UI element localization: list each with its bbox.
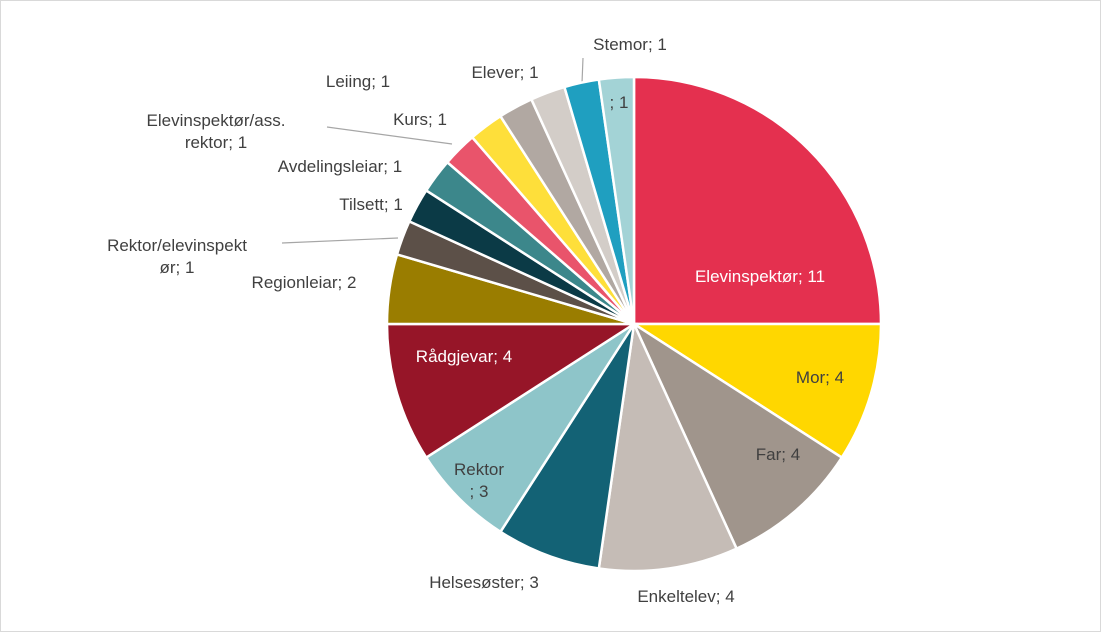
leader-line <box>581 57 584 84</box>
data-label: Rektor/elevinspekt ør; 1 <box>107 236 247 277</box>
data-label: Elever; 1 <box>471 63 539 82</box>
pie-slice <box>632 75 883 326</box>
data-label: Rådgjevar; 4 <box>415 347 513 366</box>
data-label: Kurs; 1 <box>393 110 447 129</box>
pie-slice <box>498 323 636 570</box>
data-label: ; 1 <box>609 93 629 112</box>
data-label: Regionleiar; 2 <box>251 273 357 292</box>
pie-slice <box>597 75 636 325</box>
leader-line <box>281 237 399 244</box>
data-label: Far; 4 <box>755 445 801 464</box>
pie-slice <box>629 322 883 460</box>
data-label: Mor; 4 <box>795 368 845 387</box>
leader-line <box>326 126 453 145</box>
data-label: Enkeltelev; 4 <box>637 587 735 606</box>
data-label: Helsesøster; 3 <box>429 573 539 592</box>
leader-lines <box>281 57 584 244</box>
pie-slice <box>597 319 739 573</box>
pie-slice <box>385 322 639 460</box>
data-label: Elevinspektør; 11 <box>694 267 826 286</box>
data-label: Leiing; 1 <box>325 72 391 91</box>
pie-slice <box>424 322 636 534</box>
data-label: Tilsett; 1 <box>339 195 403 214</box>
data-label: Rektor ; 3 <box>453 460 505 501</box>
data-label: Elevinspektør/ass. rektor; 1 <box>146 111 286 152</box>
data-label: Avdelingsleiar; 1 <box>277 157 403 176</box>
data-label: Stemor; 1 <box>593 35 667 54</box>
pie-slice <box>631 320 844 551</box>
